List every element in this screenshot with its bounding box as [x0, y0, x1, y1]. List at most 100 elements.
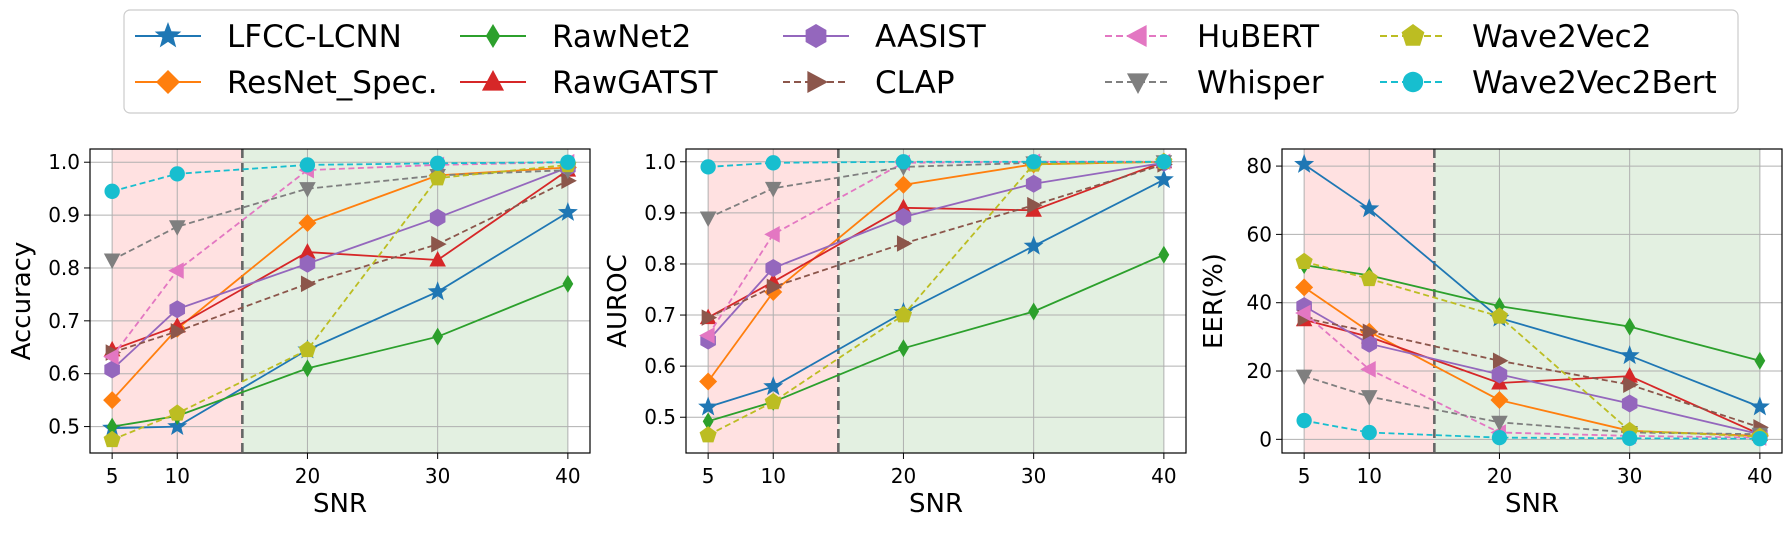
legend-item-wave2vec2: Wave2Vec2	[1380, 19, 1651, 55]
point-lfcc-lcnn-10	[1359, 198, 1380, 218]
point-rawnet2-20	[302, 359, 313, 378]
legend-marker-lfcc-lcnn	[154, 22, 182, 48]
x-tick-label: 40	[1747, 464, 1772, 488]
point-lfcc-lcnn-10	[763, 376, 784, 396]
panel-auroc: 5 10 20 30 40 0.5 0.6 0.7 0.8 0.9 1.0 SNR AUROC	[603, 148, 1187, 519]
point-aasist-10	[1361, 334, 1378, 353]
legend-item-wave2vec2bert: Wave2Vec2Bert	[1380, 65, 1717, 101]
legend-item-lfcc-lcnn: LFCC-LCNN	[135, 19, 402, 55]
y-tick-label: 20	[1247, 359, 1272, 383]
plot-frame	[89, 148, 591, 454]
legend-marker-aasist	[805, 24, 827, 48]
point-wave2vec2bert-30	[1026, 154, 1042, 170]
x-tick-label: 30	[1617, 464, 1642, 488]
point-wave2vec2-10	[168, 404, 186, 421]
point-wave2vec2bert-30	[1622, 430, 1638, 446]
x-tick-label: 40	[555, 464, 580, 488]
high-snr-region	[1434, 149, 1760, 453]
point-hubert-10	[764, 226, 780, 243]
point-lfcc-lcnn-5	[698, 396, 719, 416]
x-tick-label: 5	[106, 464, 119, 488]
x-tick-label: 10	[165, 464, 190, 488]
point-rawnet2-40	[1158, 245, 1170, 264]
point-wave2vec2-20	[298, 340, 317, 358]
legend-label-rawnet2: RawNet2	[552, 19, 691, 55]
point-wave2vec2bert-20	[895, 154, 912, 170]
y-tick-label: 60	[1247, 222, 1272, 246]
y-axis-label: AUROC	[603, 254, 633, 348]
y-tick-label: 1.0	[644, 150, 676, 174]
point-clap-10	[766, 278, 783, 296]
point-clap-20	[896, 235, 913, 252]
legend-item-rawgatst: RawGATST	[460, 65, 719, 101]
point-clap-10	[170, 323, 187, 340]
point-whisper-5	[699, 211, 717, 227]
point-clap-20	[1492, 352, 1509, 370]
point-whisper-5	[1295, 369, 1313, 386]
point-wave2vec2bert-10	[169, 166, 185, 182]
point-lfcc-lcnn-30	[1023, 235, 1044, 255]
x-axis-label: SNR	[909, 489, 963, 519]
point-whisper-20	[1491, 415, 1508, 432]
point-clap-30	[431, 235, 447, 253]
y-tick-label: 0.9	[48, 203, 80, 227]
point-wave2vec2bert-40	[560, 154, 576, 170]
legend-label-lfcc-lcnn: LFCC-LCNN	[227, 19, 402, 55]
point-rawgatst-20	[299, 243, 316, 259]
x-tick-label: 30	[425, 464, 450, 488]
point-aasist-30	[1025, 174, 1042, 193]
point-lfcc-lcnn-10	[167, 416, 188, 436]
point-clap-20	[300, 275, 317, 293]
point-rawnet2-5	[106, 417, 118, 436]
x-tick-label: 20	[891, 464, 916, 488]
point-wave2vec2-20	[894, 306, 913, 323]
y-tick-label: 0.7	[644, 303, 676, 327]
point-wave2vec2-5	[1295, 252, 1313, 269]
x-tick-label: 10	[761, 464, 786, 488]
point-whisper-10	[168, 220, 186, 236]
point-aasist-10	[169, 300, 186, 319]
high-snr-region	[242, 149, 568, 453]
point-hubert-10	[1360, 361, 1376, 378]
point-wave2vec2-5	[103, 430, 121, 448]
legend-label-rawgatst: RawGATST	[552, 65, 719, 101]
point-wave2vec2bert-5	[700, 159, 716, 175]
point-rawnet2-20	[898, 339, 909, 358]
point-lfcc-lcnn-30	[1619, 345, 1640, 365]
x-tick-label: 30	[1021, 464, 1046, 488]
legend-item-whisper: Whisper	[1105, 65, 1324, 101]
legend-label-hubert: HuBERT	[1197, 19, 1320, 55]
y-tick-label: 0	[1259, 427, 1272, 451]
point-wave2vec2bert-40	[1156, 154, 1172, 170]
point-rawnet2-40	[1754, 351, 1766, 370]
point-wave2vec2bert-30	[430, 155, 446, 171]
point-whisper-20	[299, 182, 316, 198]
point-resnet-spec-5	[699, 372, 718, 391]
y-axis-label: Accuracy	[7, 242, 37, 361]
panel-eer: 5 10 20 30 40 0 20 40 60 80 SNR EER(%)	[1199, 148, 1783, 519]
x-tick-label: 5	[702, 464, 715, 488]
point-aasist-5	[104, 360, 120, 379]
point-aasist-20	[299, 254, 316, 273]
x-axis-label: SNR	[1505, 489, 1559, 519]
x-tick-label: 20	[1487, 464, 1512, 488]
y-axis-label: EER(%)	[1199, 253, 1229, 349]
legend-marker-wave2vec2	[1401, 24, 1425, 46]
legend-label-resnet-spec: ResNet_Spec.	[227, 65, 438, 101]
point-wave2vec2-20	[1490, 307, 1509, 324]
y-tick-label: 0.6	[644, 354, 676, 378]
legend-item-hubert: HuBERT	[1105, 19, 1320, 55]
plot-frame	[685, 148, 1187, 454]
point-whisper-10	[1360, 390, 1378, 406]
y-tick-label: 0.5	[48, 415, 80, 439]
legend-label-wave2vec2bert: Wave2Vec2Bert	[1472, 65, 1717, 101]
point-clap-40	[561, 172, 577, 190]
legend-item-clap: CLAP	[783, 65, 955, 101]
series-line-wave2vec2bert	[111, 161, 568, 193]
point-resnet-spec-20	[298, 214, 317, 233]
point-hubert-10	[168, 262, 184, 279]
point-clap-30	[1027, 196, 1043, 214]
point-rawnet2-30	[1624, 317, 1636, 336]
y-tick-label: 80	[1247, 154, 1272, 178]
